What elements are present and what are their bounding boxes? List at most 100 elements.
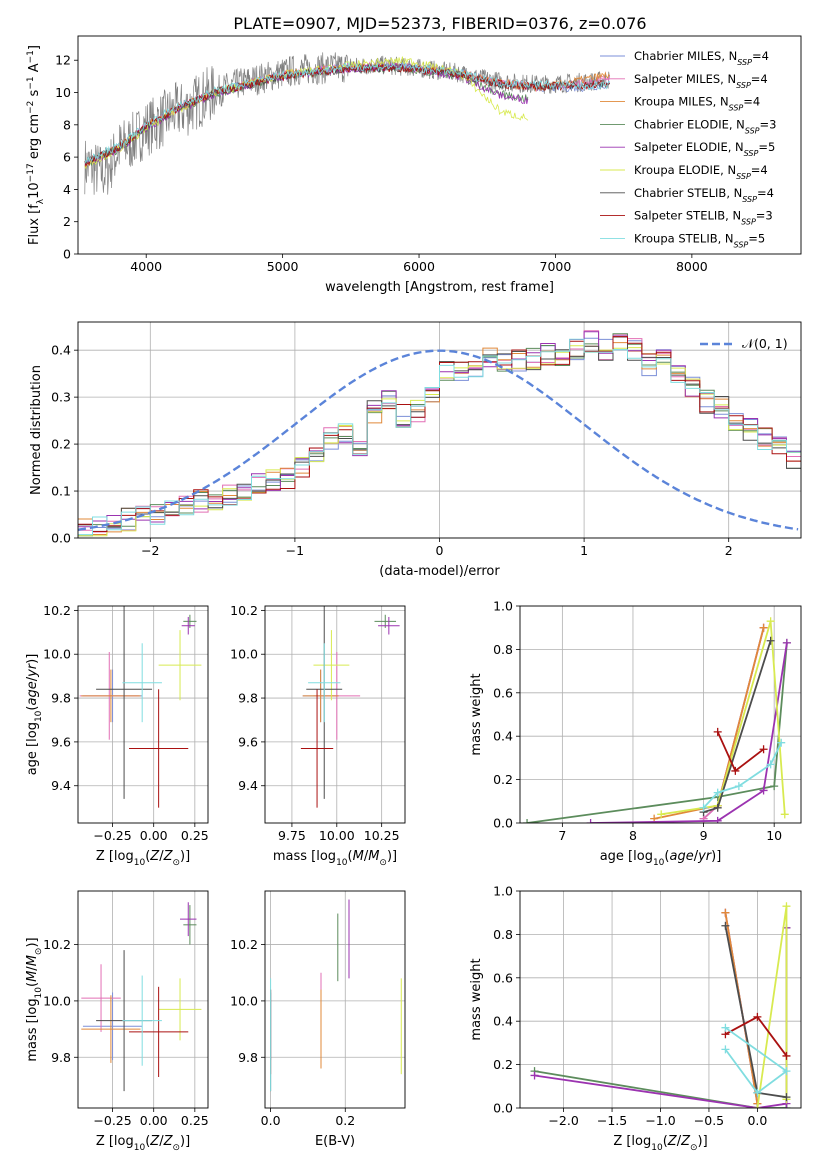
errorbar-point	[158, 630, 202, 701]
weight-marker	[782, 1067, 791, 1076]
x-tick-label: −1.5	[597, 1113, 627, 1128]
weight-marker	[721, 1045, 730, 1054]
y-tick-label: 0.0	[493, 816, 513, 831]
residual-histogram	[78, 336, 801, 532]
y-tick-label: 12	[55, 53, 71, 68]
panel-weight_vs_age: 7 8 9 10 0.0 0.2 0.4 0.6 0.8 1.0 age [log10(age/yr…	[469, 599, 802, 868]
y-tick-label: 0.8	[493, 927, 513, 942]
y-tick-label: 0.4	[493, 1014, 513, 1029]
y-tick-label: 10.0	[43, 647, 71, 662]
errorbar-point	[302, 669, 339, 723]
y-tick-label: 9.8	[238, 1050, 258, 1065]
weight-marker	[766, 617, 775, 626]
y-tick-label: 0.0	[51, 531, 71, 546]
panel-spectrum: 4000 5000 6000 7000 8000 0 2 4 6 8 10 12 Chabrier MI…	[26, 35, 802, 295]
model-spectrum-line	[84, 62, 610, 168]
x-axis-label: Z [log10(Z/Z⊙)]	[96, 1134, 190, 1153]
weight-marker	[759, 786, 768, 795]
weight-marker	[721, 921, 730, 930]
weight-marker	[782, 1093, 791, 1102]
weight-marker	[759, 745, 768, 754]
y-tick-label: 8	[63, 117, 71, 132]
weight-marker	[523, 819, 532, 823]
plot-area-spectrum	[84, 52, 611, 195]
x-tick-label: 9	[700, 828, 708, 843]
axes-frame	[77, 890, 209, 1109]
y-tick-label: 9.4	[238, 778, 258, 793]
y-tick-label: 0.3	[51, 390, 71, 405]
y-tick-label: 1.0	[493, 884, 513, 899]
x-axis-label: Z [log10(Z/Z⊙)]	[96, 849, 190, 868]
x-axis-label: E(B-V)	[315, 1134, 355, 1149]
weight-line	[526, 642, 788, 823]
x-tick-label: 7000	[540, 259, 572, 274]
y-tick-label: 0.2	[493, 772, 513, 787]
errorbar-point	[378, 616, 400, 635]
y-tick-label: 0.4	[493, 729, 513, 744]
x-tick-label: 2	[725, 543, 733, 558]
x-axis-label: (data-model)/error	[379, 564, 500, 579]
x-axis-label: wavelength [Angstrom, rest frame]	[325, 280, 554, 295]
y-tick-label: 10.2	[43, 937, 71, 952]
errorbar-point	[181, 616, 195, 635]
errorbar-point	[308, 643, 341, 723]
y-tick-label: 0.6	[493, 685, 513, 700]
y-axis-label: age [log10(age/yr)]	[25, 654, 44, 776]
model-spectrum-line	[84, 61, 610, 164]
legend-label: Kroupa MILES, NSSP=4	[634, 95, 760, 113]
errorbar-point	[300, 689, 334, 808]
legend-label: Salpeter ELODIE, NSSP=5	[634, 140, 775, 158]
y-tick-label: 0	[63, 247, 71, 262]
y-tick-label: 10.0	[230, 993, 258, 1008]
x-tick-label: 0	[436, 543, 444, 558]
axes-frame	[264, 890, 406, 1109]
weight-marker	[759, 623, 768, 632]
y-axis-label: mass weight	[469, 673, 484, 755]
legend-label: Kroupa ELODIE, NSSP=4	[634, 163, 768, 181]
x-tick-label: 1	[580, 543, 588, 558]
x-tick-label: 0.2	[335, 1113, 355, 1128]
weight-marker	[753, 1104, 762, 1108]
y-axis-label: mass [log10(M/M⊙)]	[25, 937, 44, 1061]
weight-series	[699, 738, 786, 812]
errorbar-point	[122, 975, 162, 1066]
x-tick-label: 9.75	[278, 828, 306, 843]
x-tick-label: −2	[141, 543, 159, 558]
errorbar-point	[81, 669, 141, 723]
x-tick-label: 0.25	[181, 828, 209, 843]
y-tick-label: 9.8	[238, 691, 258, 706]
axes-frame	[519, 605, 802, 824]
y-tick-label: 0.8	[493, 642, 513, 657]
weight-marker	[770, 782, 779, 791]
weight-marker	[780, 810, 789, 819]
legend-label: 𝒩(0, 1)	[742, 336, 788, 351]
weight-series	[721, 1023, 791, 1097]
x-tick-label: −0.5	[694, 1113, 724, 1128]
weight-marker	[657, 810, 666, 819]
weight-marker	[713, 727, 722, 736]
errorbar-point	[82, 992, 143, 1061]
errorbar-point	[183, 905, 197, 945]
y-tick-label: 0.0	[493, 1101, 513, 1116]
legend-label: Salpeter STELIB, NSSP=3	[634, 209, 773, 227]
weight-line	[724, 1026, 789, 1095]
y-tick-label: 10	[55, 85, 71, 100]
y-tick-label: 9.6	[238, 734, 258, 749]
weight-marker	[782, 638, 791, 647]
axes-frame	[77, 605, 209, 824]
x-tick-label: 10.25	[364, 828, 400, 843]
weight-marker	[721, 908, 730, 917]
x-tick-label: 0.25	[181, 1113, 209, 1128]
weight-marker	[782, 902, 791, 911]
y-tick-label: 10.2	[43, 603, 71, 618]
x-tick-label: 4000	[130, 259, 162, 274]
y-tick-label: 9.4	[51, 778, 71, 793]
plot-area-mass_vs_ebv	[265, 891, 405, 1108]
x-tick-label: 6000	[403, 259, 435, 274]
y-tick-label: 10.2	[230, 603, 258, 618]
panel-age_vs_mass: 9.75 10.00 10.25 9.4 9.6 9.8 10.0 10.2 mass [log…	[230, 603, 406, 868]
weight-marker	[713, 816, 722, 823]
x-axis-label: mass [log10(M/M⊙)]	[273, 849, 397, 868]
panel-mass_vs_Z: −0.25 0.00 0.25 9.8 10.0 10.2 Z [log10(Z/Z⊙)] m…	[25, 890, 209, 1153]
legend-label: Chabrier STELIB, NSSP=4	[634, 186, 774, 204]
